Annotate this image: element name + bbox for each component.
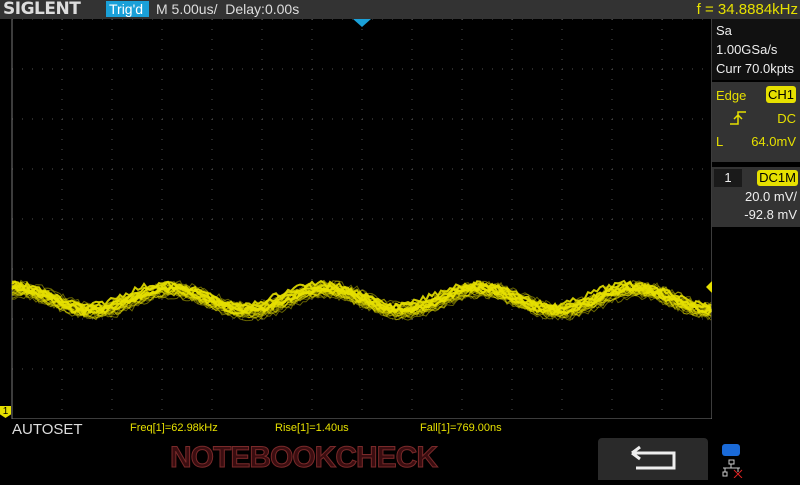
acquisition-info[interactable]: Sa 1.00GSa/s Curr 70.0kpts xyxy=(712,19,800,80)
delay: Delay:0.00s xyxy=(225,1,300,17)
trace-sweep xyxy=(11,279,712,311)
usb-icon xyxy=(722,444,740,456)
trace-sweep xyxy=(11,283,712,315)
trace-sweep xyxy=(11,286,712,316)
graticule xyxy=(11,19,712,419)
autoset-label: AUTOSET xyxy=(12,421,83,438)
rising-edge-icon xyxy=(730,111,746,125)
trigger-level: 64.0mV xyxy=(751,134,796,149)
trace-sweep xyxy=(11,288,712,317)
back-button[interactable] xyxy=(598,438,708,480)
measurement-rise: Rise[1]=1.40us xyxy=(275,422,349,434)
timebase: M 5.00us/ xyxy=(156,1,218,17)
trace-sweep xyxy=(11,287,712,316)
trigger-coupling: DC xyxy=(777,111,796,126)
trigger-source: CH1 xyxy=(765,86,796,103)
channel-number: 1 xyxy=(714,169,742,187)
trace-sweep xyxy=(11,287,712,317)
trigger-type: Edge xyxy=(716,88,747,103)
trace-sweep xyxy=(11,280,712,309)
trace-sweep xyxy=(11,289,712,319)
trace-sweep xyxy=(11,290,712,319)
trace-sweep xyxy=(11,282,712,314)
timebase-delay[interactable]: M 5.00us/ Delay:0.00s xyxy=(156,0,299,19)
trace-sweep xyxy=(11,287,712,316)
channel-1-trace xyxy=(11,279,712,322)
trigger-info[interactable]: Edge CH1 DC L 64.0mV xyxy=(712,82,800,162)
channel-1-offset-marker[interactable]: 1 xyxy=(0,406,11,418)
top-bar: SIGLENT Trig'd M 5.00us/ Delay:0.00s f =… xyxy=(0,0,800,19)
trace-sweep xyxy=(11,281,712,311)
right-panel: Sa 1.00GSa/s Curr 70.0kpts Edge CH1 DC L… xyxy=(712,19,800,227)
trigger-status[interactable]: Trig'd xyxy=(106,1,149,17)
trace-sweep xyxy=(11,292,712,321)
measurement-fall: Fall[1]=769.00ns xyxy=(420,422,502,434)
trace-sweep xyxy=(11,285,712,314)
channel-coupling: DC1M xyxy=(757,170,798,186)
trace-sweep xyxy=(11,289,712,319)
trace-sweep xyxy=(11,282,712,312)
watermark: NOTEBOOKCHECK xyxy=(169,441,438,475)
trigger-level-label: L xyxy=(716,134,724,149)
trace-sweep xyxy=(11,289,712,318)
measurement-freq: Freq[1]=62.98kHz xyxy=(130,422,218,434)
trace-sweep xyxy=(11,281,712,311)
trace-sweep xyxy=(12,283,712,313)
trigger-position-marker[interactable] xyxy=(353,19,371,27)
trigger-level-marker[interactable] xyxy=(706,281,712,293)
channel-1-info[interactable]: 1 DC1M 20.0 mV/ -92.8 mV xyxy=(712,167,800,227)
waveform-display[interactable] xyxy=(0,19,712,419)
trace-sweep xyxy=(11,289,712,319)
network-disconnected-icon xyxy=(722,459,743,478)
sample-rate: Sa 1.00GSa/s xyxy=(716,23,778,57)
memory-depth: Curr 70.0kpts xyxy=(716,61,795,76)
vertical-scale: 20.0 mV/ xyxy=(744,189,797,204)
trace-sweep xyxy=(11,279,712,310)
back-arrow-icon xyxy=(631,445,676,470)
frequency-counter: f = 34.8884kHz xyxy=(696,1,798,18)
brand-logo: SIGLENT xyxy=(3,0,81,19)
vertical-offset: -92.8 mV xyxy=(744,207,797,222)
trace-sweep xyxy=(11,292,712,322)
trace-sweep xyxy=(11,289,712,320)
